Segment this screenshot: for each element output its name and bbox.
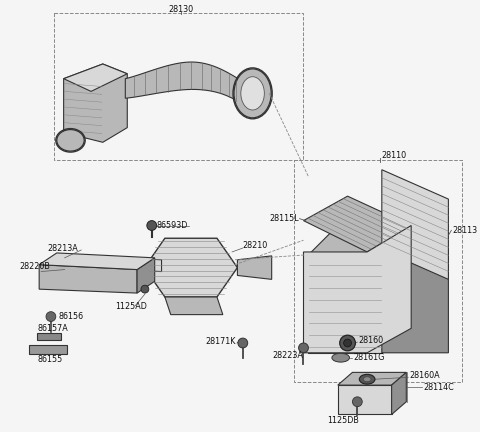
Polygon shape	[382, 170, 448, 280]
Circle shape	[141, 285, 149, 293]
Polygon shape	[64, 64, 127, 92]
Bar	[294, 160, 462, 382]
Text: 86155: 86155	[37, 355, 62, 364]
Polygon shape	[165, 297, 223, 314]
Polygon shape	[137, 258, 155, 293]
Polygon shape	[37, 333, 60, 340]
Text: 28210: 28210	[243, 241, 268, 250]
Text: 28113: 28113	[452, 226, 478, 235]
Text: 28160A: 28160A	[409, 371, 440, 380]
Text: 86157A: 86157A	[37, 324, 68, 333]
Polygon shape	[308, 226, 411, 255]
Ellipse shape	[360, 375, 375, 384]
Polygon shape	[64, 255, 162, 272]
Polygon shape	[39, 253, 155, 270]
Text: 28114C: 28114C	[423, 383, 454, 391]
Polygon shape	[39, 265, 137, 293]
Circle shape	[352, 397, 362, 407]
Polygon shape	[303, 226, 411, 353]
Text: 28160: 28160	[359, 336, 384, 345]
Polygon shape	[338, 385, 392, 414]
Polygon shape	[338, 372, 406, 385]
Text: 86156: 86156	[59, 312, 84, 321]
Circle shape	[299, 343, 308, 353]
Polygon shape	[64, 64, 127, 142]
Ellipse shape	[241, 77, 264, 110]
Ellipse shape	[332, 353, 349, 362]
Text: 28220B: 28220B	[20, 262, 50, 271]
Text: 1125AD: 1125AD	[116, 302, 147, 311]
Polygon shape	[308, 255, 382, 353]
Text: 86593D: 86593D	[156, 221, 188, 230]
Circle shape	[238, 338, 248, 348]
Polygon shape	[125, 62, 243, 105]
Text: 28223A: 28223A	[272, 351, 303, 360]
Polygon shape	[392, 372, 406, 414]
Ellipse shape	[363, 377, 371, 382]
Polygon shape	[29, 345, 67, 354]
Circle shape	[340, 335, 355, 351]
Circle shape	[46, 311, 56, 321]
Polygon shape	[382, 226, 448, 353]
Text: 28130: 28130	[168, 5, 194, 14]
Text: 28171K: 28171K	[205, 337, 236, 346]
Ellipse shape	[234, 69, 271, 118]
Text: 28115L: 28115L	[269, 214, 299, 223]
Text: 28110: 28110	[382, 150, 407, 159]
Ellipse shape	[57, 130, 84, 151]
Circle shape	[147, 221, 156, 230]
Text: 28161G: 28161G	[353, 353, 385, 362]
Circle shape	[344, 339, 351, 347]
Polygon shape	[238, 256, 272, 280]
Text: 28213A: 28213A	[47, 244, 78, 253]
Text: 1125DB: 1125DB	[327, 416, 359, 425]
Polygon shape	[144, 238, 238, 297]
Polygon shape	[303, 196, 411, 252]
Bar	[54, 13, 303, 160]
